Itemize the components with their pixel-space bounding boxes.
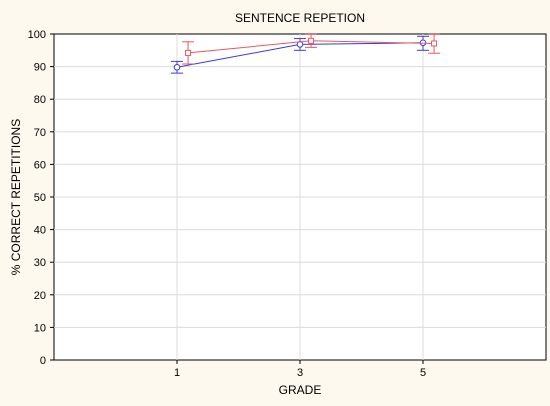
y-axis-label: % CORRECT REPETITIONS xyxy=(9,119,23,275)
data-point xyxy=(185,49,192,56)
y-tick-label: 70 xyxy=(34,127,46,139)
data-point xyxy=(431,40,438,47)
ticks: 0 10 20 30 40 50 60 70 80 90 100 1 3 5 xyxy=(28,29,426,379)
series-2 xyxy=(182,33,441,65)
y-tick-label: 100 xyxy=(28,29,46,41)
x-axis-label: GRADE xyxy=(279,383,322,397)
series-layer xyxy=(171,33,441,74)
x-tick-label: 3 xyxy=(297,367,303,379)
y-tick-label: 60 xyxy=(34,159,46,171)
y-tick-label: 30 xyxy=(34,257,46,269)
y-tick-label: 50 xyxy=(34,192,46,204)
y-tick-label: 10 xyxy=(34,322,46,334)
data-point xyxy=(173,63,181,71)
x-tick-label: 5 xyxy=(420,367,426,379)
data-point xyxy=(308,37,315,44)
chart-title: SENTENCE REPETION xyxy=(235,11,365,25)
y-tick-label: 90 xyxy=(34,62,46,74)
x-tick-label: 1 xyxy=(174,367,180,379)
y-tick-label: 40 xyxy=(34,225,46,237)
y-tick-label: 80 xyxy=(34,94,46,106)
y-tick-label: 0 xyxy=(40,355,46,367)
grid xyxy=(54,34,546,360)
y-tick-label: 20 xyxy=(34,290,46,302)
